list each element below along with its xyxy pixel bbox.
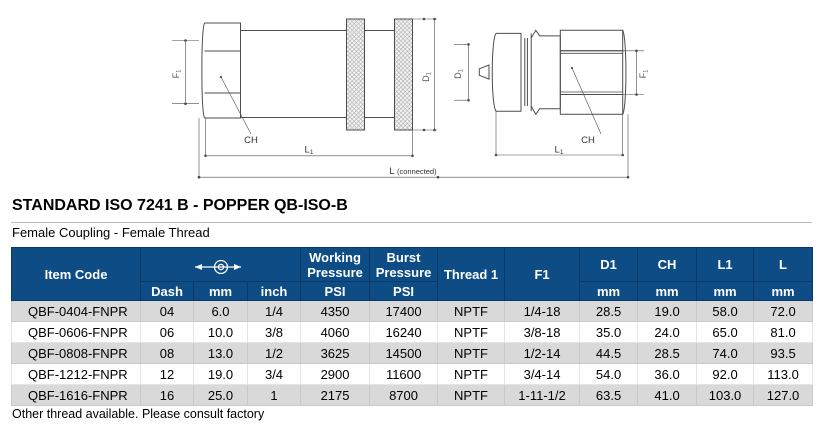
svg-text:L1: L1 (555, 145, 564, 157)
svg-text:L1: L1 (305, 145, 314, 157)
svg-text:D1: D1 (453, 68, 465, 79)
svg-text:F1: F1 (638, 69, 650, 79)
svg-text:CH: CH (581, 135, 595, 146)
svg-text:D1: D1 (421, 71, 433, 82)
svg-text:L (connected): L (connected) (389, 166, 437, 177)
svg-text:F1: F1 (171, 69, 183, 79)
svg-text:CH: CH (244, 135, 258, 146)
